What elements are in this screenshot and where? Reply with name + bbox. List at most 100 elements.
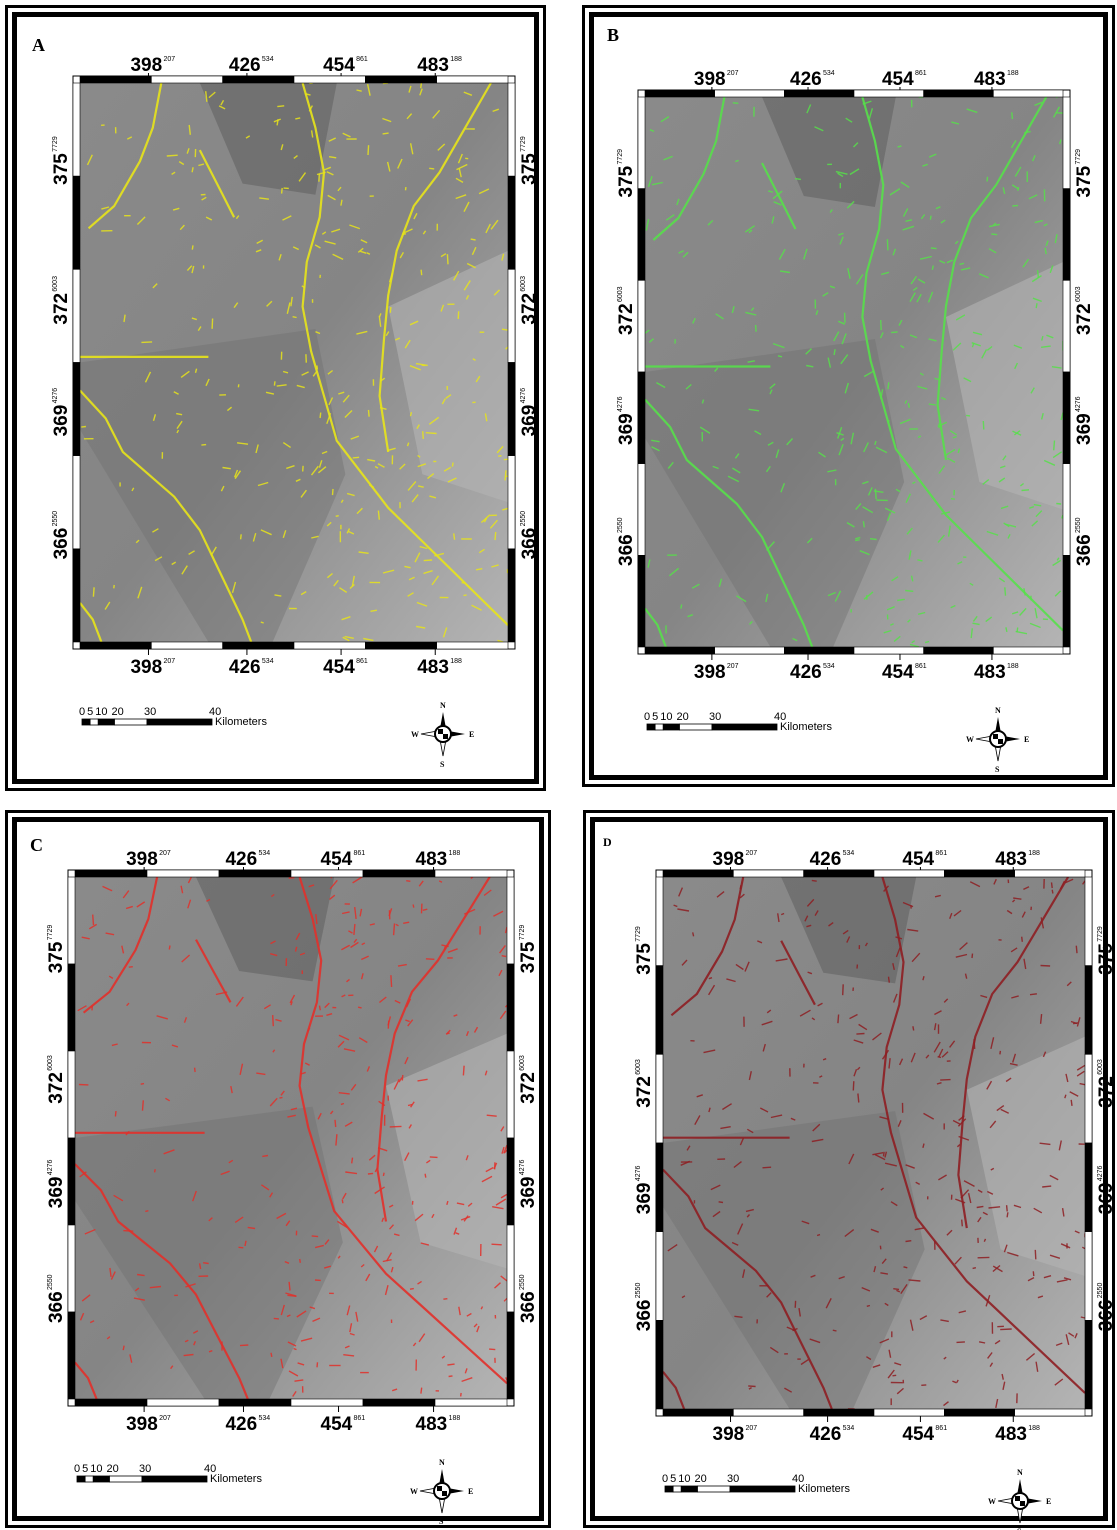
lineament-mark: [289, 994, 296, 1004]
lineament-mark: [201, 196, 207, 201]
lineament-mark: [422, 908, 428, 911]
lineament-mark: [1010, 140, 1017, 149]
lineament-mark: [960, 1189, 970, 1199]
lineament-mark: [403, 921, 410, 924]
lineament-mark: [773, 201, 782, 206]
lineament-mark: [388, 1204, 394, 1208]
lineament-mark: [862, 521, 865, 528]
lineament-mark: [822, 292, 829, 297]
x-tick-superscript: 861: [354, 850, 366, 857]
lineament-mark: [905, 589, 914, 592]
lineament-mark: [678, 250, 684, 254]
lineament-mark: [505, 346, 509, 350]
lineament-mark: [880, 319, 882, 331]
lineament-mark: [1042, 1185, 1052, 1188]
lineament-mark: [696, 1094, 704, 1098]
scale-bar-label: 5: [652, 711, 658, 723]
lineament-mark: [493, 289, 500, 296]
lineament-mark: [361, 942, 366, 946]
lineament-mark: [334, 1119, 337, 1128]
lineament-mark: [937, 534, 945, 543]
lineament-mark: [123, 1229, 134, 1232]
frame-segment: [293, 641, 366, 650]
lineament-mark: [828, 922, 834, 927]
frame-segment: [290, 869, 364, 878]
lineament-mark: [342, 1192, 347, 1200]
lineament-mark: [441, 1355, 446, 1359]
lineament-mark: [1005, 1205, 1008, 1212]
lineament-mark: [420, 1387, 423, 1394]
lineament-mark: [806, 364, 814, 368]
frame-segment: [644, 646, 715, 655]
y-tick-label: 369: [616, 413, 637, 445]
lineament-mark: [367, 458, 376, 462]
lineament-mark: [998, 477, 1006, 483]
terrain-light-patch: [388, 250, 508, 503]
frame-segment: [655, 1320, 664, 1410]
drainage-line: [301, 82, 509, 626]
lineament-mark: [292, 316, 297, 319]
frame-segment: [506, 1311, 515, 1400]
x-tick-label: 454: [323, 55, 355, 76]
lineament-mark: [964, 973, 968, 979]
lineament-mark: [923, 1112, 935, 1120]
lineament-mark: [1011, 112, 1014, 120]
lineament-mark: [950, 498, 955, 500]
lineament-mark: [245, 135, 251, 139]
x-tick-superscript: 188: [449, 1415, 461, 1422]
lineament-mark: [299, 952, 306, 956]
lineament-mark: [178, 161, 185, 166]
scale-bar-segment: [729, 1485, 796, 1493]
scale-bar-segment: [76, 1475, 86, 1483]
frame-segment: [507, 548, 516, 643]
lineament-mark: [848, 1153, 855, 1165]
panel-letter: B: [607, 25, 620, 45]
lineament-mark: [907, 619, 911, 623]
x-tick-superscript: 534: [823, 663, 835, 670]
lineament-mark: [980, 994, 988, 999]
lineament-mark: [425, 958, 435, 960]
lineament-mark: [765, 465, 771, 473]
lineament-mark: [442, 627, 448, 638]
panel-outer-frame: [5, 810, 551, 1528]
frame-segment: [714, 89, 785, 98]
lineament-mark: [1005, 1077, 1012, 1083]
lineament-mark: [252, 533, 257, 542]
lineament-mark: [387, 447, 396, 452]
lineament-mark: [176, 412, 183, 416]
lineament-mark: [141, 341, 153, 344]
lineament-mark: [108, 975, 114, 980]
lineament-mark: [906, 527, 913, 535]
lineament-mark: [1037, 1295, 1044, 1299]
lineament-mark: [814, 910, 819, 916]
lineament-mark: [181, 954, 191, 963]
lineament-mark: [883, 629, 892, 634]
y-tick-label: 369: [46, 1176, 67, 1208]
lineament-mark: [647, 559, 651, 568]
x-tick-superscript: 207: [727, 70, 739, 77]
scale-bar-segment: [89, 718, 99, 726]
lineament-mark: [1034, 219, 1044, 224]
lineament-mark: [922, 976, 925, 981]
lineament-mark: [766, 1292, 772, 1298]
lineament-mark: [790, 1117, 796, 1121]
lineament-mark: [983, 1238, 987, 1242]
frame-segment: [79, 641, 152, 650]
lineament-mark: [855, 536, 861, 540]
lineament-mark: [742, 1269, 746, 1278]
y-tick-superscript: 7729: [635, 926, 642, 942]
lineament-mark: [1007, 533, 1011, 539]
lineament-mark: [940, 1319, 949, 1323]
lineament-mark: [374, 1167, 379, 1173]
scale-bar-segment: [680, 1485, 698, 1493]
lineament-mark: [145, 1210, 149, 1213]
frame-segment: [637, 280, 646, 373]
panel-outer-frame: [5, 5, 546, 791]
lineament-mark: [769, 389, 773, 395]
lineament-mark: [447, 477, 457, 483]
lineament-mark: [917, 278, 926, 284]
lineament-mark: [1039, 1142, 1051, 1146]
lineament-mark: [388, 272, 394, 283]
